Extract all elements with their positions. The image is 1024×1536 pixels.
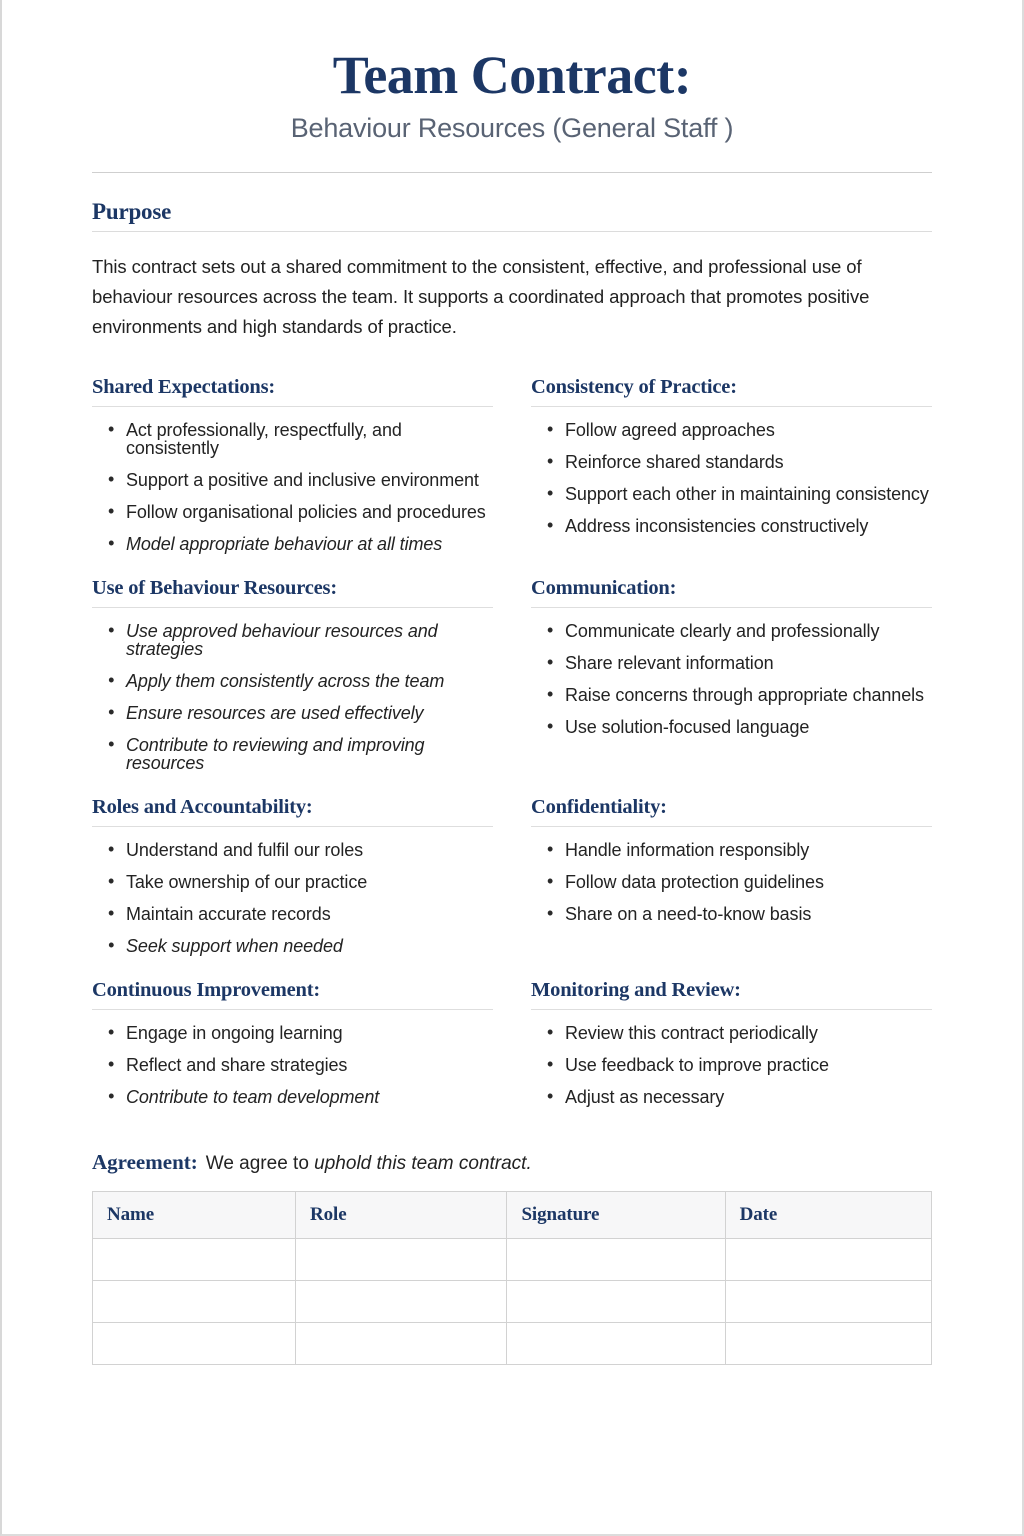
bullet-list: Understand and fulfil our roles Take own… xyxy=(92,840,493,955)
cell-name[interactable] xyxy=(91,1280,297,1324)
list-item: Follow agreed approaches xyxy=(547,420,932,439)
list-item: Address inconsistencies constructively xyxy=(547,516,932,535)
purpose-heading: Purpose xyxy=(92,199,172,225)
section-confidentiality: Confidentiality: Handle information resp… xyxy=(531,796,932,955)
section-divider xyxy=(92,826,493,828)
list-item: Contribute to team development xyxy=(108,1087,493,1106)
column-header-signature: Signature xyxy=(506,1191,726,1240)
column-header-name: Name xyxy=(91,1191,297,1240)
section-title: Monitoring and Review: xyxy=(531,979,741,1002)
section-divider xyxy=(92,406,493,408)
list-item: Use solution-focused language xyxy=(547,717,932,736)
list-item: Review this contract periodically xyxy=(547,1023,932,1042)
section-divider xyxy=(531,406,932,408)
column-header-date: Date xyxy=(724,1191,933,1240)
table-row xyxy=(91,1322,933,1366)
cell-role[interactable] xyxy=(295,1322,508,1366)
bullet-list: Engage in ongoing learning Reflect and s… xyxy=(92,1023,493,1106)
list-item: Contribute to reviewing and improving re… xyxy=(108,735,493,772)
list-item: Engage in ongoing learning xyxy=(108,1023,493,1042)
cell-date[interactable] xyxy=(724,1280,933,1324)
agreement-label: Agreement: xyxy=(92,1150,198,1175)
purpose-body: This contract sets out a shared commitme… xyxy=(92,256,870,338)
list-item: Raise concerns through appropriate chann… xyxy=(547,685,932,704)
bullet-list: Handle information responsibly Follow da… xyxy=(531,840,932,923)
section-title: Shared Expectations: xyxy=(92,376,275,399)
list-item: Seek support when needed xyxy=(108,936,493,955)
list-item: Handle information responsibly xyxy=(547,840,932,859)
list-item: Use approved behaviour resources and str… xyxy=(108,621,493,658)
cell-role[interactable] xyxy=(295,1280,508,1324)
section-title: Confidentiality: xyxy=(531,796,667,819)
cell-name[interactable] xyxy=(91,1238,297,1282)
list-item: Follow data protection guidelines xyxy=(547,872,932,891)
section-shared-expectations: Shared Expectations: Act professionally,… xyxy=(92,376,493,553)
agreement-text-italic: uphold this team contract. xyxy=(314,1153,532,1175)
list-item: Adjust as necessary xyxy=(547,1087,932,1106)
list-item: Apply them consistently across the team xyxy=(108,671,493,690)
section-title: Use of Behaviour Resources: xyxy=(92,577,337,600)
purpose-divider xyxy=(92,231,932,233)
cell-date[interactable] xyxy=(724,1322,933,1366)
section-title: Roles and Accountability: xyxy=(92,796,313,819)
list-item: Act professionally, respectfully, and co… xyxy=(108,420,493,457)
section-consistency-of-practice: Consistency of Practice: Follow agreed a… xyxy=(531,376,932,553)
cell-signature[interactable] xyxy=(506,1238,726,1282)
section-title: Continuous Improvement: xyxy=(92,979,320,1002)
cell-signature[interactable] xyxy=(506,1322,726,1366)
sections-grid: Shared Expectations: Act professionally,… xyxy=(92,376,932,1130)
title-divider xyxy=(92,172,932,174)
section-divider xyxy=(531,826,932,828)
list-item: Ensure resources are used effectively xyxy=(108,703,493,722)
section-use-of-behaviour-resources: Use of Behaviour Resources: Use approved… xyxy=(92,577,493,772)
section-roles-and-accountability: Roles and Accountability: Understand and… xyxy=(92,796,493,955)
table-header-row: Name Role Signature Date xyxy=(91,1191,933,1240)
cell-name[interactable] xyxy=(91,1322,297,1366)
section-divider xyxy=(92,607,493,609)
table-row xyxy=(91,1238,933,1282)
agreement-line: Agreement: We agree to uphold this team c… xyxy=(92,1150,932,1175)
list-item: Reinforce shared standards xyxy=(547,452,932,471)
agreement-text-plain: We agree to xyxy=(205,1153,315,1175)
section-divider xyxy=(531,1009,932,1011)
list-item: Communicate clearly and professionally xyxy=(547,621,932,640)
list-item: Support each other in maintaining consis… xyxy=(547,484,932,503)
column-header-role: Role xyxy=(295,1191,508,1240)
section-communication: Communication: Communicate clearly and p… xyxy=(531,577,932,772)
table-row xyxy=(91,1280,933,1324)
list-item: Follow organisational policies and proce… xyxy=(108,502,493,521)
page-title: Team Contract: xyxy=(332,45,692,105)
list-item: Support a positive and inclusive environ… xyxy=(108,470,493,489)
list-item: Model appropriate behaviour at all times xyxy=(108,534,493,553)
section-title: Consistency of Practice: xyxy=(531,376,737,399)
cell-date[interactable] xyxy=(724,1238,933,1282)
page-subtitle: Behaviour Resources (General Staff ) xyxy=(290,113,734,144)
list-item: Use feedback to improve practice xyxy=(547,1055,932,1074)
cell-signature[interactable] xyxy=(506,1280,726,1324)
list-item: Share relevant information xyxy=(547,653,932,672)
section-divider xyxy=(92,1009,493,1011)
list-item: Take ownership of our practice xyxy=(108,872,493,891)
bullet-list: Communicate clearly and professionally S… xyxy=(531,621,932,736)
section-divider xyxy=(531,607,932,609)
signature-table: Name Role Signature Date xyxy=(91,1191,933,1366)
list-item: Maintain accurate records xyxy=(108,904,493,923)
bullet-list: Use approved behaviour resources and str… xyxy=(92,621,493,772)
section-monitoring-and-review: Monitoring and Review: Review this contr… xyxy=(531,979,932,1106)
list-item: Understand and fulfil our roles xyxy=(108,840,493,859)
bullet-list: Act professionally, respectfully, and co… xyxy=(92,420,493,553)
list-item: Reflect and share strategies xyxy=(108,1055,493,1074)
bullet-list: Review this contract periodically Use fe… xyxy=(531,1023,932,1106)
list-item: Share on a need-to-know basis xyxy=(547,904,932,923)
section-title: Communication: xyxy=(531,577,677,600)
cell-role[interactable] xyxy=(295,1238,508,1282)
bullet-list: Follow agreed approaches Reinforce share… xyxy=(531,420,932,535)
section-continuous-improvement: Continuous Improvement: Engage in ongoin… xyxy=(92,979,493,1106)
